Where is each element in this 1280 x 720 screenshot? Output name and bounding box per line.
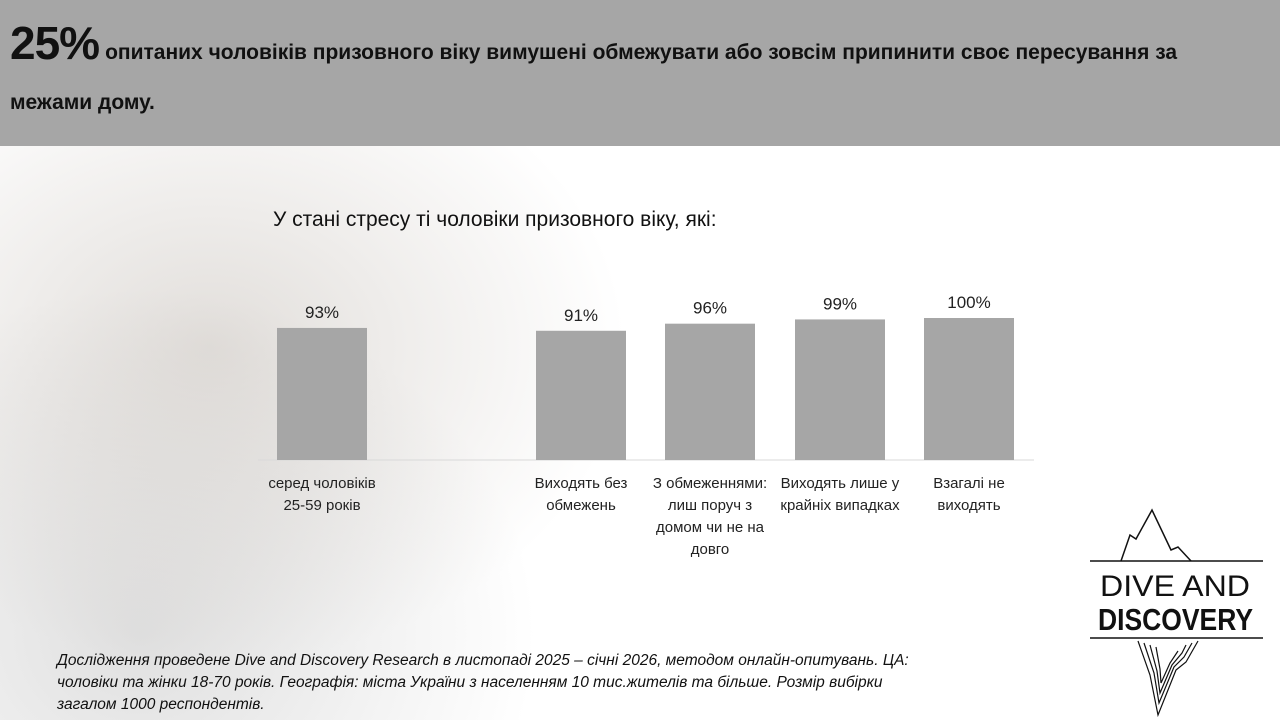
- category-label: З обмеженнями: лиш поруч з домом чи не н…: [652, 475, 768, 558]
- category-label: Виходять лише у крайніх випадках: [780, 475, 900, 514]
- headline-text: опитаних чоловіків призовного віку вимуш…: [10, 41, 1178, 114]
- data-label: 96%: [693, 299, 727, 318]
- chart-title: У стані стресу ті чоловіки призовного ві…: [273, 208, 717, 231]
- category-label: серед чоловіків 25-59 років: [268, 475, 376, 514]
- data-label: 91%: [564, 306, 598, 325]
- bar: [795, 319, 885, 460]
- data-label: 93%: [305, 303, 339, 322]
- dive-and-discovery-logo: DIVE AND DISCOVERY: [1090, 508, 1263, 717]
- data-label: 100%: [947, 293, 990, 312]
- headline: 25% опитаних чоловіків призовного віку ви…: [10, 18, 1260, 128]
- data-label: 99%: [823, 294, 857, 313]
- bar: [277, 327, 367, 460]
- category-label: Взагалі не виходять: [933, 475, 1005, 514]
- bar: [536, 330, 626, 460]
- bar: [665, 323, 755, 460]
- footnote: Дослідження проведене Dive and Discovery…: [57, 652, 909, 713]
- header-banner: 25% опитаних чоловіків призовного віку ви…: [0, 0, 1280, 146]
- svg-text:DISCOVERY: DISCOVERY: [1098, 602, 1253, 637]
- category-label: Виходять без обмежень: [534, 475, 628, 514]
- bar: [924, 318, 1014, 460]
- headline-highlight: 25%: [10, 17, 100, 69]
- svg-text:DIVE AND: DIVE AND: [1100, 570, 1250, 603]
